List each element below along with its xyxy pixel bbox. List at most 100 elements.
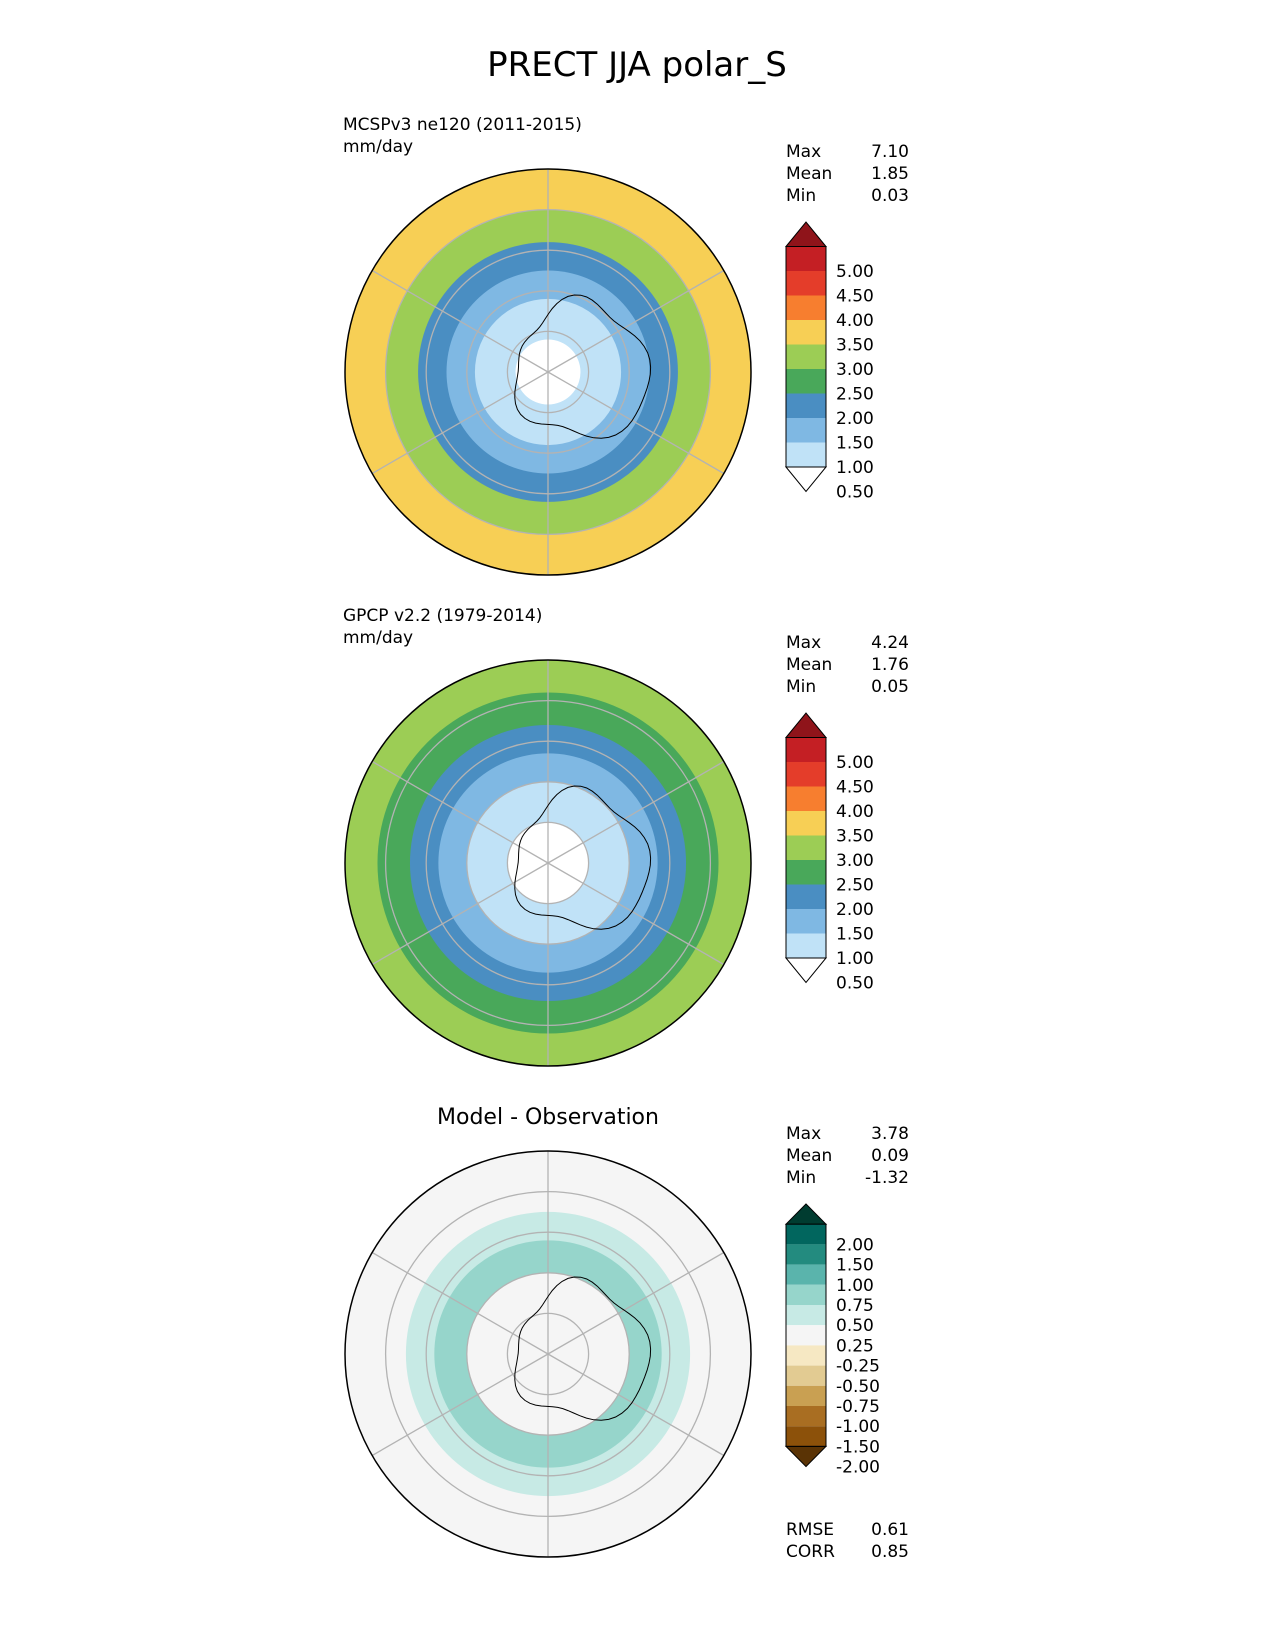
- colorbar-tick-label: 2.50: [836, 385, 874, 405]
- colorbar-segment: [786, 762, 826, 787]
- stat-value: 1.76: [871, 655, 909, 675]
- colorbar-tick-label: 5.00: [836, 262, 874, 282]
- stat-value: -1.32: [865, 1168, 909, 1188]
- stat-label: Max: [786, 633, 821, 653]
- colorbar-extend-top: [784, 712, 828, 738]
- panel-subtitle: GPCP v2.2 (1979-2014): [343, 606, 542, 626]
- colorbar-segment: [786, 295, 826, 320]
- stat-label: Mean: [786, 164, 832, 184]
- chart-panel: MCSPv3 ne120 (2011-2015)mm/day Max 7.10 Mea…: [343, 115, 909, 576]
- colorbar-tick-label: 0.50: [836, 483, 874, 503]
- panel-units: mm/day: [343, 137, 413, 157]
- chart-panel: GPCP v2.2 (1979-2014)mm/day Max 4.24 Mean 1.…: [343, 606, 909, 1067]
- stat-label: Mean: [786, 655, 832, 675]
- map-boundary: [344, 168, 752, 576]
- stat-value: 3.78: [871, 1124, 909, 1144]
- polar-map: [345, 660, 751, 1066]
- colorbar-segment: [786, 320, 826, 345]
- colorbar-tick-label: 4.50: [836, 287, 874, 307]
- colorbar-tick-label: 1.00: [836, 1276, 874, 1296]
- map-boundary: [344, 1150, 752, 1558]
- colorbar-segment: [786, 1385, 826, 1406]
- figure-title: PRECT JJA polar_S: [487, 45, 787, 85]
- colorbar-tick-label: -1.00: [836, 1417, 880, 1437]
- antarctica-coastline: [514, 1276, 652, 1421]
- meridian-gridline: [371, 1251, 549, 1355]
- colorbar-tick-label: 3.50: [836, 336, 874, 356]
- colorbar-tick-label: 5.00: [836, 753, 874, 773]
- colorbar-frame: [785, 737, 827, 959]
- meridian-gridline: [371, 371, 549, 475]
- colorbar-tick-label: 0.75: [836, 1296, 874, 1316]
- colorbar-tick-label: -0.75: [836, 1397, 880, 1417]
- colorbar-tick-label: 1.00: [836, 458, 874, 478]
- colorbar-segment: [786, 393, 826, 418]
- colorbar-tick-label: 2.00: [836, 1235, 874, 1255]
- colorbar-extend-bottom: [784, 957, 828, 984]
- colorbar-tick-label: 1.00: [836, 949, 874, 969]
- colorbar-tick-label: 4.00: [836, 802, 874, 822]
- colorbar-tick-label: 0.25: [836, 1336, 874, 1356]
- colorbar-tick-label: 0.50: [836, 1316, 874, 1336]
- panel-units: mm/day: [343, 628, 413, 648]
- colorbar-tick-label: 4.50: [836, 778, 874, 798]
- colorbar-segment: [786, 786, 826, 811]
- colorbar-tick-label: 2.50: [836, 876, 874, 896]
- colorbar-tick-label: 3.00: [836, 360, 874, 380]
- colorbar-segment: [786, 1426, 826, 1447]
- colorbar-segment: [786, 271, 826, 296]
- polar-map: [345, 1151, 751, 1557]
- colorbar-segment: [786, 835, 826, 860]
- colorbar-extend-top: [784, 1203, 828, 1225]
- antarctica-coastline: [514, 294, 652, 439]
- colorbar: 5.00 4.50 4.00 3.50 3.00 2.50 2.00 1.50 1.00 0.50: [784, 712, 874, 994]
- colorbar-tick-label: -1.50: [836, 1437, 880, 1457]
- colorbar-tick-label: 2.00: [836, 900, 874, 920]
- colorbar-extend-top: [784, 221, 828, 247]
- colorbar-frame: [785, 246, 827, 468]
- meridian-gridline: [547, 862, 725, 966]
- antarctica-coastline: [514, 785, 652, 930]
- colorbar-segment: [786, 246, 826, 271]
- colorbar-segment: [786, 344, 826, 369]
- colorbar-tick-label: -2.00: [836, 1458, 880, 1478]
- colorbar-tick-label: 3.50: [836, 827, 874, 847]
- colorbar-segment: [786, 1406, 826, 1427]
- stat-value: 4.24: [871, 633, 909, 653]
- meridian-gridline: [547, 269, 725, 373]
- colorbar-segment: [786, 1345, 826, 1366]
- colorbar-segment: [786, 811, 826, 836]
- colorbar-segment: [786, 1365, 826, 1386]
- colorbar: 5.00 4.50 4.00 3.50 3.00 2.50 2.00 1.50 1.00 0.50: [784, 221, 874, 503]
- colorbar-segment: [786, 933, 826, 958]
- stat-label: Min: [786, 186, 816, 206]
- stat-value: 0.61: [871, 1520, 909, 1540]
- stat-label: Min: [786, 677, 816, 697]
- colorbar-tick-label: 1.50: [836, 1256, 874, 1276]
- colorbar-tick-label: -0.25: [836, 1357, 880, 1377]
- colorbar-tick-label: 2.00: [836, 409, 874, 429]
- stat-value: 1.85: [871, 164, 909, 184]
- colorbar-segment: [786, 884, 826, 909]
- colorbar-segment: [786, 1284, 826, 1305]
- meridian-gridline: [371, 862, 549, 966]
- meridian-gridline: [547, 1353, 725, 1457]
- colorbar-segment: [786, 1305, 826, 1326]
- meridian-gridline: [371, 1353, 549, 1457]
- colorbar-extend-bottom: [784, 466, 828, 493]
- colorbar-segment: [786, 1244, 826, 1265]
- colorbar-tick-label: 3.00: [836, 851, 874, 871]
- colorbar-tick-label: 1.50: [836, 434, 874, 454]
- colorbar-segment: [786, 909, 826, 934]
- meridian-gridline: [371, 760, 549, 864]
- colorbar-tick-label: 0.50: [836, 974, 874, 994]
- colorbar-segment: [786, 369, 826, 394]
- colorbar-segment: [786, 737, 826, 762]
- colorbar-segment: [786, 860, 826, 885]
- stat-value: 0.09: [871, 1146, 909, 1166]
- colorbar-segment: [786, 1264, 826, 1285]
- meridian-gridline: [371, 269, 549, 373]
- colorbar-extend-bottom: [784, 1445, 828, 1468]
- colorbar-tick-label: 1.50: [836, 925, 874, 945]
